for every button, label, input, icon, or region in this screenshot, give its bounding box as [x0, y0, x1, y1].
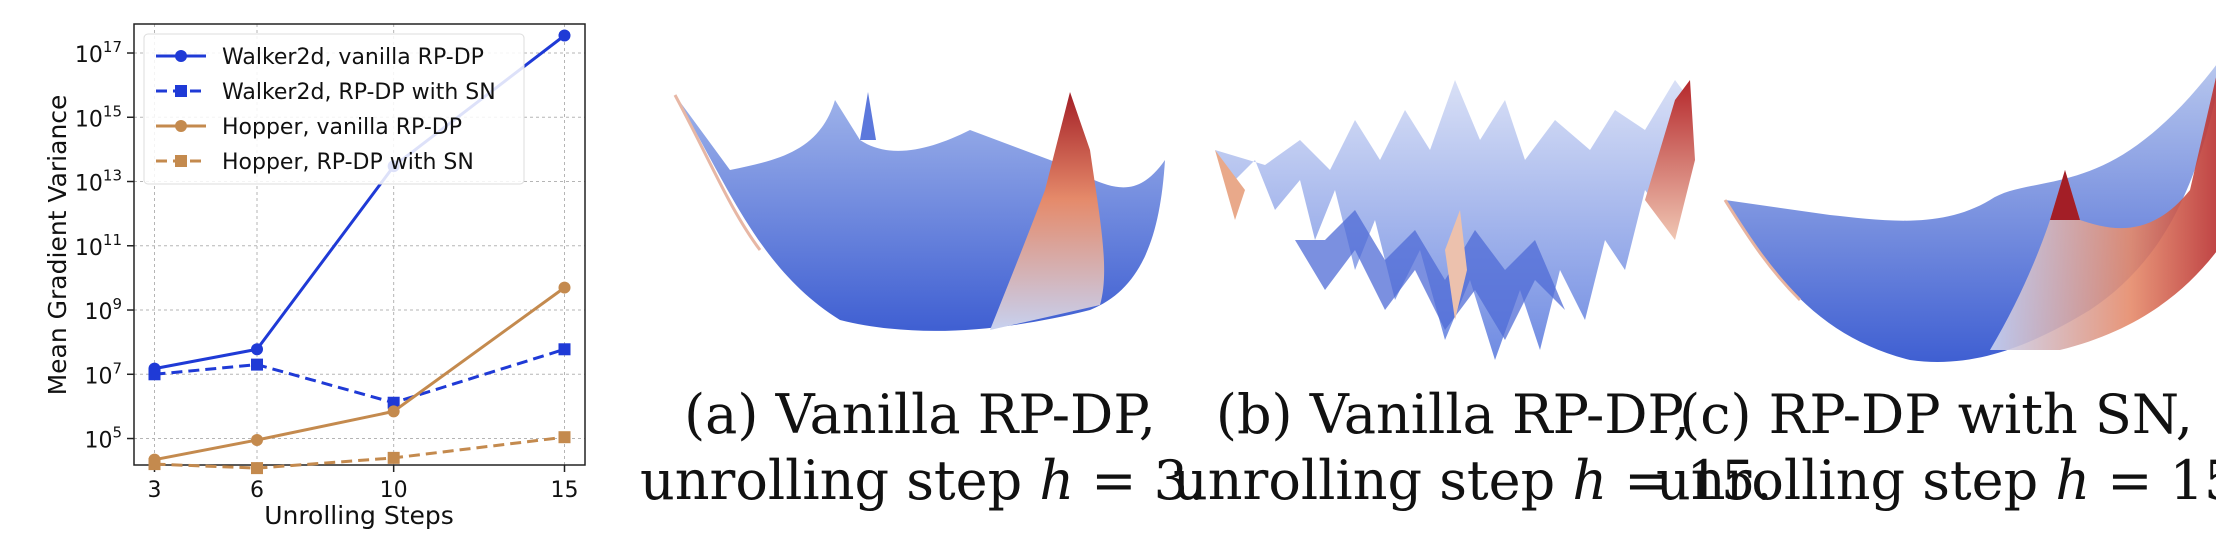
legend-label: Hopper, vanilla RP-DP — [222, 115, 462, 140]
surface-b-noisy — [1215, 80, 1690, 360]
series-2 — [148, 343, 571, 409]
data-point — [558, 29, 571, 42]
surface-c-image — [1723, 65, 2216, 362]
data-point — [251, 343, 263, 356]
surface-c-ridge — [1990, 77, 2216, 350]
caption-b-line1: (b) Vanilla RP-DP, — [1215, 383, 1691, 446]
data-point — [558, 281, 571, 294]
y-tick-label: 1015 — [75, 102, 122, 132]
y-tick-label: 105 — [84, 424, 122, 454]
x-tick-label: 10 — [380, 478, 408, 503]
legend-marker — [175, 50, 187, 62]
y-axis-label: Mean Gradient Variance — [43, 95, 72, 396]
caption-a: (a) Vanilla RP-DP, unrolling step h = 3. — [640, 382, 1206, 514]
caption-b: (b) Vanilla RP-DP, unrolling step h = 15… — [1173, 382, 1773, 514]
landscape-panel-b — [1205, 40, 1725, 380]
legend-item-3: Hopper, vanilla RP-DP — [156, 115, 462, 140]
legend-item-4: Hopper, RP-DP with SN — [156, 150, 474, 175]
legend-marker — [175, 155, 187, 167]
x-axis-label: Unrolling Steps — [264, 501, 454, 530]
data-point — [387, 451, 400, 464]
data-point — [558, 431, 571, 444]
y-tick-label: 1011 — [75, 231, 122, 261]
data-point — [558, 343, 571, 356]
landscape-panel-c — [1720, 40, 2216, 380]
series-4 — [148, 431, 571, 475]
surface-b-image — [1215, 80, 1695, 360]
y-tick-label: 1013 — [75, 167, 122, 197]
series-line-3 — [154, 286, 566, 462]
surface-a-peak — [990, 92, 1105, 330]
surface-b-left-edge — [1215, 150, 1245, 220]
plot-frame — [133, 23, 586, 466]
y-tick-label: 1017 — [75, 38, 122, 68]
legend-box — [143, 33, 525, 185]
legend-label: Walker2d, vanilla RP-DP — [222, 45, 484, 70]
data-point — [387, 396, 400, 409]
series-line-2 — [154, 347, 565, 405]
caption-c-line2: unrolling step h = 15. — [1656, 449, 2216, 512]
caption-a-line2: unrolling step h = 3. — [640, 449, 1206, 512]
chart-legend: Walker2d, vanilla RP-DP Walker2d, RP-DP w… — [143, 33, 525, 185]
data-point — [148, 458, 161, 471]
caption-c-line1: (c) RP-DP with SN, — [1679, 383, 2193, 446]
surface-b-ridge — [1445, 210, 1467, 320]
surface-b-peak — [1645, 80, 1695, 240]
legend-label: Walker2d, RP-DP with SN — [222, 80, 496, 105]
legend-item-2: Walker2d, RP-DP with SN — [156, 80, 496, 105]
landscape-panel-a — [670, 40, 1190, 380]
surface-a-image — [673, 92, 1165, 331]
legend-marker — [175, 85, 187, 97]
surface-c-peak — [2050, 170, 2080, 220]
data-point — [251, 434, 263, 447]
y-tick-label: 109 — [84, 295, 122, 325]
surface-b-valley — [1295, 210, 1565, 340]
y-axis-ticks: 105 107 109 1011 1013 1015 1017 — [75, 38, 134, 454]
data-point — [251, 358, 263, 371]
caption-c: (c) RP-DP with SN, unrolling step h = 15… — [1656, 382, 2216, 514]
legend-marker — [175, 120, 187, 132]
y-tick-label: 107 — [84, 359, 122, 389]
caption-b-line2: unrolling step h = 15. — [1173, 449, 1773, 512]
x-axis-ticks: 3 6 10 15 — [148, 465, 579, 503]
surface-a-spike — [860, 92, 876, 140]
data-point — [148, 368, 161, 381]
series-layer — [148, 29, 571, 475]
data-point — [387, 405, 400, 418]
series-line-4 — [154, 435, 565, 470]
data-point — [251, 462, 263, 475]
x-tick-label: 6 — [250, 478, 264, 503]
x-tick-label: 3 — [148, 478, 162, 503]
legend-label: Hopper, RP-DP with SN — [222, 150, 474, 175]
legend-item-1: Walker2d, vanilla RP-DP — [156, 45, 484, 70]
x-tick-label: 15 — [551, 478, 579, 503]
caption-a-line1: (a) Vanilla RP-DP, — [684, 383, 1156, 446]
